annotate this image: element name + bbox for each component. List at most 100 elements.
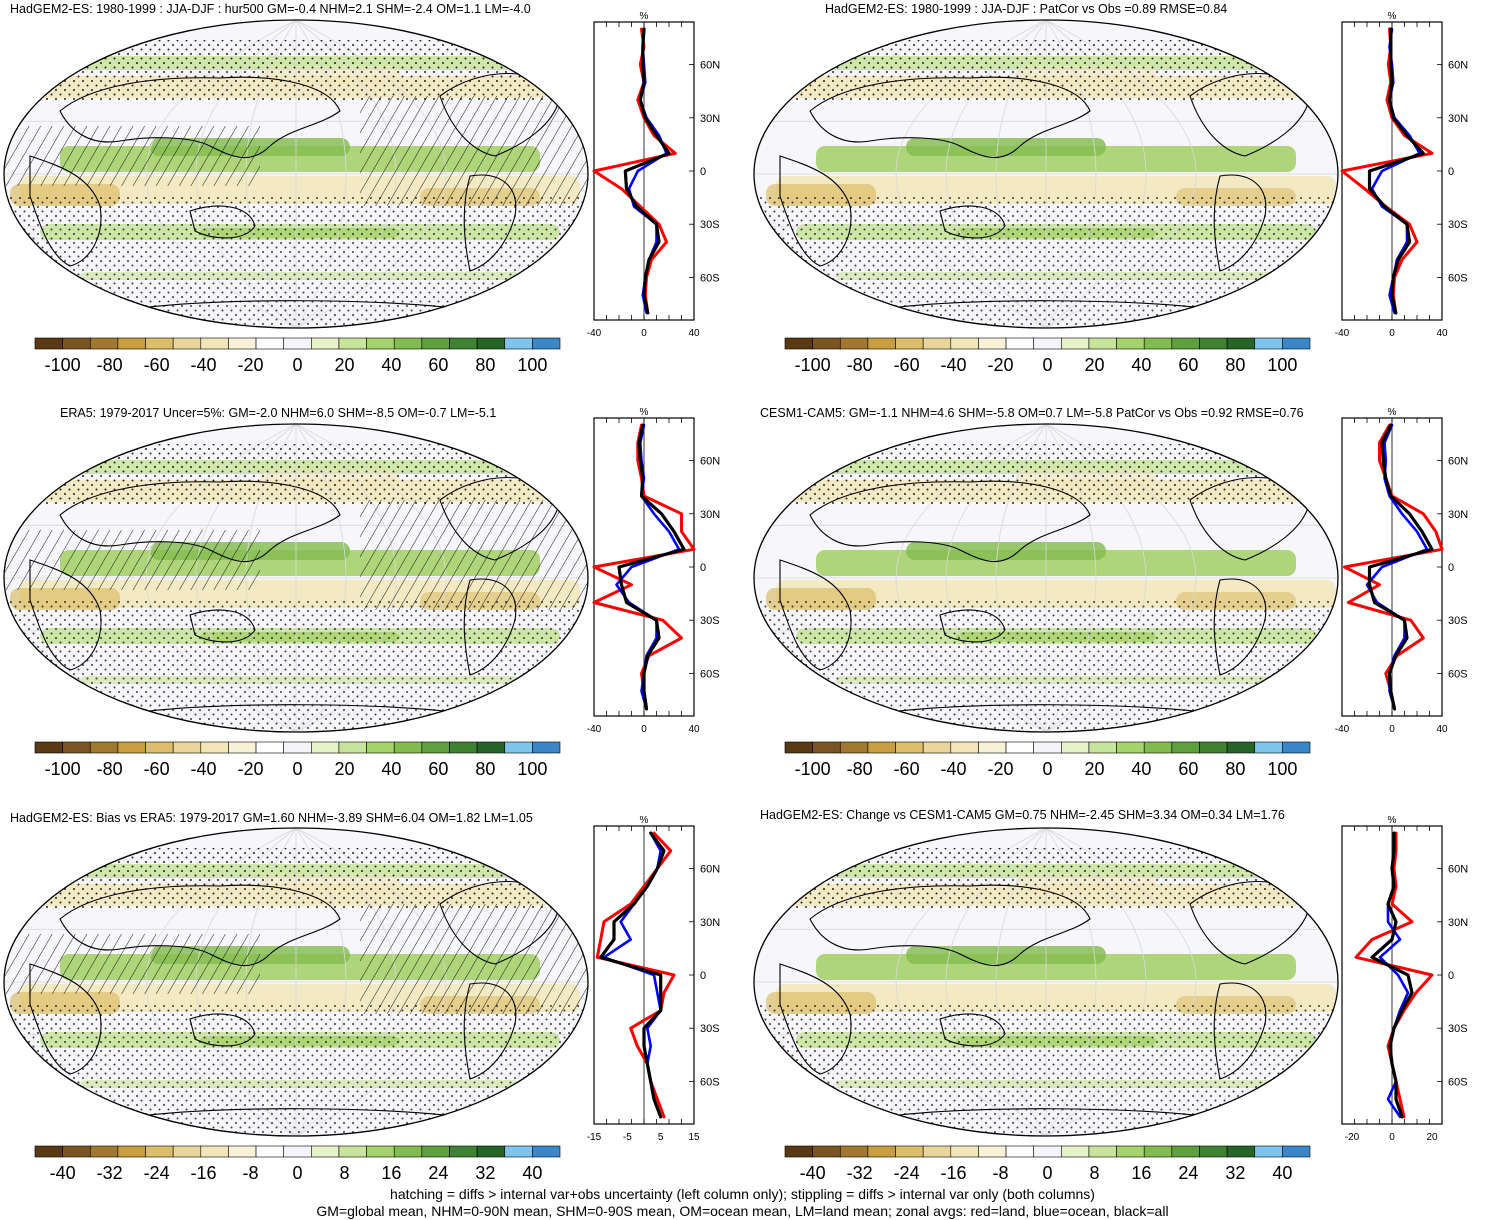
colorbar-swatch bbox=[1005, 337, 1034, 350]
colorbar-tick-label: -80 bbox=[847, 355, 873, 375]
world-map-panel-2 bbox=[753, 19, 1339, 329]
colorbar-swatch bbox=[895, 741, 924, 754]
colorbar-swatch bbox=[1116, 1145, 1145, 1158]
colorbar-panel-3: -100 -80 -60 -40 -20 0 20 40 60 80 100 bbox=[34, 741, 561, 779]
colorbar-tick-label: 0 bbox=[292, 355, 302, 375]
zonal-lat-label: 0 bbox=[700, 562, 706, 574]
zonal-unit-label: % bbox=[640, 11, 649, 22]
zonal-lat-label: 30N bbox=[700, 113, 720, 125]
map-field bbox=[754, 20, 1338, 328]
colorbar-swatch bbox=[1061, 1145, 1090, 1158]
zonal-lat-label: 60S bbox=[1448, 668, 1468, 680]
colorbar-swatch bbox=[366, 741, 395, 754]
zonal-x-tick-label: 0 bbox=[641, 724, 647, 735]
colorbar-swatch bbox=[784, 741, 813, 754]
zonal-lat-label: 30S bbox=[700, 615, 720, 627]
zonal-lat-label: 30S bbox=[1448, 615, 1468, 627]
colorbar-tick-label: 24 bbox=[428, 1163, 448, 1183]
colorbar-swatch bbox=[1254, 1145, 1283, 1158]
colorbar-swatch bbox=[255, 1145, 284, 1158]
colorbar-swatch bbox=[839, 337, 869, 350]
colorbar-swatch bbox=[421, 741, 450, 754]
zonal-x-tick-label: 15 bbox=[688, 1132, 700, 1143]
zonal-x-tick-label: 0 bbox=[1389, 328, 1395, 339]
colorbar-swatch bbox=[200, 741, 229, 754]
colorbar-swatch bbox=[421, 337, 450, 350]
zonal-x-tick-label: 40 bbox=[688, 328, 700, 339]
colorbar-swatch bbox=[311, 337, 340, 350]
colorbar-swatch bbox=[366, 1145, 395, 1158]
colorbar-swatch bbox=[145, 1145, 174, 1158]
colorbar-swatch bbox=[1282, 337, 1311, 350]
colorbar-swatch bbox=[1116, 741, 1145, 754]
zonal-lat-label: 60N bbox=[1448, 864, 1468, 876]
colorbar-tick-label: -40 bbox=[941, 759, 967, 779]
colorbar-swatch bbox=[62, 337, 91, 350]
zonal-x-tick-label: -5 bbox=[623, 1132, 632, 1143]
colorbar-swatch bbox=[172, 1145, 202, 1158]
colorbar-tick-label: -40 bbox=[800, 1163, 826, 1183]
colorbar-tick-label: -100 bbox=[795, 759, 831, 779]
world-map-panel-3 bbox=[3, 423, 589, 733]
colorbar-tick-label: -8 bbox=[243, 1163, 259, 1183]
map-field bbox=[4, 20, 588, 328]
colorbar-swatch bbox=[1033, 1145, 1062, 1158]
zonal-lat-label: 0 bbox=[700, 970, 706, 982]
colorbar-swatch bbox=[393, 337, 423, 350]
colorbar-tick-label: -100 bbox=[45, 759, 81, 779]
colorbar-swatch bbox=[311, 741, 340, 754]
colorbar-tick-label: -20 bbox=[238, 759, 264, 779]
colorbar-tick-label: 20 bbox=[1084, 759, 1104, 779]
zonal-lat-label: 60S bbox=[700, 668, 720, 680]
colorbar-tick-label: 60 bbox=[428, 759, 448, 779]
zonal-lat-label: 0 bbox=[700, 166, 706, 178]
colorbar-swatch bbox=[200, 1145, 229, 1158]
colorbar-swatch bbox=[1226, 1145, 1256, 1158]
colorbar-swatch bbox=[1282, 741, 1311, 754]
colorbar-swatch bbox=[1226, 741, 1256, 754]
colorbar-panel-5: -40 -32 -24 -16 -8 0 8 16 24 32 40 bbox=[34, 1145, 561, 1183]
colorbar-tick-label: -16 bbox=[941, 1163, 967, 1183]
colorbar-tick-label: -20 bbox=[988, 759, 1014, 779]
zonal-lat-label: 60S bbox=[1448, 1076, 1468, 1088]
colorbar-swatch bbox=[950, 741, 979, 754]
colorbar-tick-label: -80 bbox=[97, 355, 123, 375]
zonal-x-tick-label: 40 bbox=[688, 724, 700, 735]
colorbar-swatch bbox=[895, 1145, 924, 1158]
colorbar-swatch bbox=[1005, 741, 1034, 754]
colorbar-swatch bbox=[338, 1145, 367, 1158]
colorbar-swatch bbox=[393, 1145, 423, 1158]
colorbar-tick-label: 16 bbox=[381, 1163, 401, 1183]
colorbar-swatch bbox=[784, 1145, 813, 1158]
colorbar-tick-label: -8 bbox=[993, 1163, 1009, 1183]
colorbar-tick-label: -60 bbox=[144, 355, 170, 375]
all-series-line bbox=[1367, 27, 1425, 315]
colorbar-tick-label: 100 bbox=[517, 355, 547, 375]
zonal-x-tick-label: -40 bbox=[587, 724, 602, 735]
colorbar-tick-label: -32 bbox=[97, 1163, 123, 1183]
colorbar-swatch bbox=[812, 741, 841, 754]
colorbar-swatch bbox=[922, 1145, 952, 1158]
zonal-lat-label: 60N bbox=[700, 60, 720, 72]
colorbar-tick-label: -80 bbox=[847, 759, 873, 779]
colorbar-swatch bbox=[476, 1145, 506, 1158]
colorbar-swatch bbox=[200, 337, 229, 350]
zonal-unit-label: % bbox=[640, 815, 649, 826]
all-series-line bbox=[1370, 831, 1414, 1119]
colorbar-panel-2: -100 -80 -60 -40 -20 0 20 40 60 80 100 bbox=[784, 337, 1311, 375]
colorbar-swatch bbox=[283, 337, 312, 350]
colorbar-swatch bbox=[922, 337, 952, 350]
zonal-lat-label: 30N bbox=[1448, 113, 1468, 125]
colorbar-tick-label: -24 bbox=[144, 1163, 170, 1183]
colorbar-tick-label: -20 bbox=[238, 355, 264, 375]
zonal-x-tick-label: 40 bbox=[1436, 328, 1448, 339]
panel-title-1: HadGEM2-ES: 1980-1999 : JJA-DJF : hur500… bbox=[10, 2, 531, 16]
colorbar-swatch bbox=[978, 337, 1007, 350]
zonal-lat-label: 30S bbox=[1448, 1023, 1468, 1035]
zonal-lat-label: 30N bbox=[700, 509, 720, 521]
colorbar-swatch bbox=[283, 741, 312, 754]
colorbar-tick-label: 100 bbox=[1267, 355, 1297, 375]
zonal-lat-label: 60S bbox=[700, 1076, 720, 1088]
zonal-x-tick-label: 20 bbox=[1426, 1132, 1438, 1143]
colorbar-tick-label: 0 bbox=[1042, 1163, 1052, 1183]
